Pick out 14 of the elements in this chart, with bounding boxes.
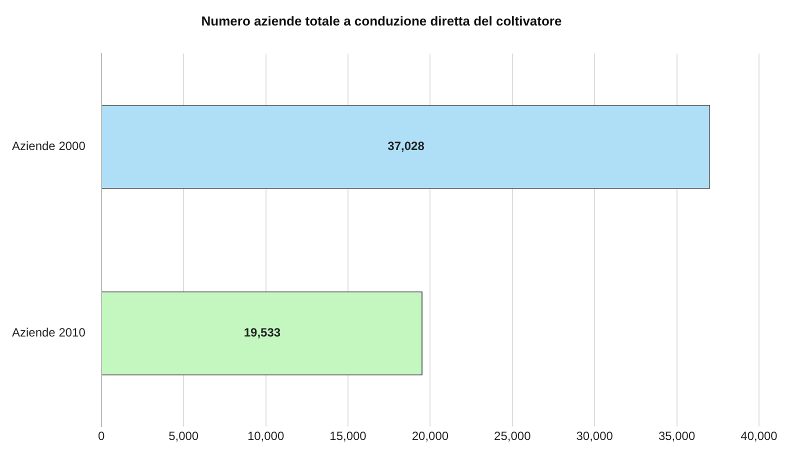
x-tick-label: 20,000 — [412, 429, 449, 444]
data-label: 19,533 — [244, 326, 281, 340]
x-tick-label: 10,000 — [247, 429, 284, 444]
y-tick-label: Aziende 2000 — [12, 139, 86, 154]
data-label: 37,028 — [388, 139, 425, 154]
x-tick-label: 35,000 — [658, 429, 696, 444]
x-tick-label: 25,000 — [494, 429, 532, 444]
x-tick-label: 5,000 — [168, 429, 199, 444]
x-tick-label: 40,000 — [740, 429, 778, 444]
x-tick-label: 0 — [98, 429, 106, 444]
y-tick-label: Aziende 2010 — [12, 326, 86, 340]
x-tick-label: 30,000 — [576, 429, 614, 444]
x-tick-label: 15,000 — [330, 429, 367, 444]
chart-title: Numero aziende totale a conduzione diretta del coltivatore — [201, 13, 562, 28]
